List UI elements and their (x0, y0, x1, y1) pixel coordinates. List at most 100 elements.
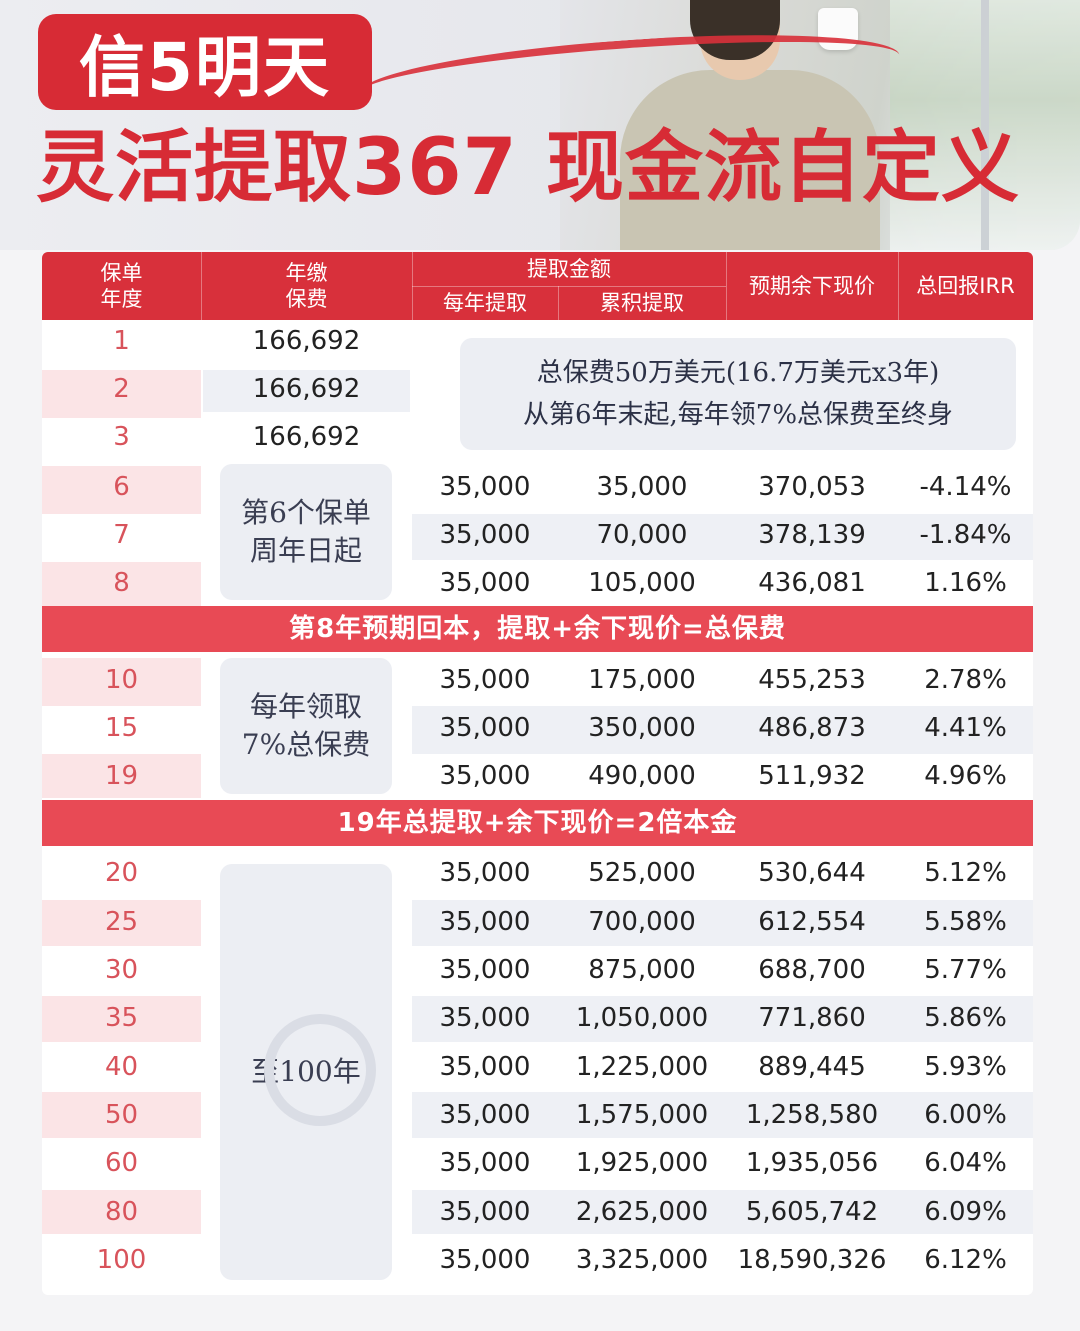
section2-label-text: 每年领取7%总保费 (241, 690, 371, 761)
table-row-cumulative: 1,925,000 (575, 1148, 709, 1178)
header-annual-premium-line1: 年缴 (285, 261, 328, 285)
table-row-value: 889,445 (758, 1052, 866, 1082)
table-row-year: 1 (113, 326, 130, 356)
window-background (890, 0, 1080, 250)
table-row-cumulative: 3,325,000 (575, 1245, 709, 1275)
table-row-value: 511,932 (758, 761, 866, 791)
header-expected-cash-value: 预期余下现价 (749, 274, 875, 298)
table-row-irr: -1.84% (919, 520, 1012, 550)
table-row-cumulative: 490,000 (588, 761, 696, 791)
table-row-annual: 35,000 (439, 472, 531, 502)
header-annual-premium: 年缴 保费 (201, 260, 412, 312)
table-row-value: 530,644 (758, 858, 866, 888)
table-row-year: 60 (104, 1148, 139, 1178)
table-row-irr: 5.93% (924, 1052, 1007, 1082)
table-row-cumulative: 175,000 (588, 665, 696, 695)
table-row-annual: 35,000 (439, 1100, 531, 1130)
table-row-cumulative: 350,000 (588, 713, 696, 743)
table-row-annual: 35,000 (439, 907, 531, 937)
section1-label: 第6个保单周年日起 (220, 464, 392, 600)
table-row-annual: 35,000 (439, 761, 531, 791)
table-row-cumulative: 70,000 (596, 520, 688, 550)
section1-label-text: 第6个保单周年日起 (241, 496, 371, 567)
table-row-irr: 4.96% (924, 761, 1007, 791)
table-row-year: 80 (104, 1197, 139, 1227)
table-row-cumulative: 1,225,000 (575, 1052, 709, 1082)
header-total-irr: 总回报IRR (916, 274, 1015, 298)
brand-badge: 信5明天 (38, 14, 372, 110)
table-row-irr: -4.14% (919, 472, 1012, 502)
table-row-cumulative: 2,625,000 (575, 1197, 709, 1227)
header-policy-year-line2: 年度 (100, 287, 143, 311)
table-row-cumulative: 1,575,000 (575, 1100, 709, 1130)
table-row-value: 370,053 (758, 472, 866, 502)
table-row-premium: 166,692 (252, 374, 361, 404)
table-header: 保单 年度 年缴 保费 提取金额 每年提取 累积提取 预期余下现价 总回报IRR (42, 252, 1033, 320)
table-row-year: 6 (113, 472, 130, 502)
table-row-year: 35 (104, 1003, 139, 1033)
table-row-irr: 2.78% (924, 665, 1007, 695)
table-row-year: 3 (113, 422, 130, 452)
table-row-year: 40 (104, 1052, 139, 1082)
table-row-year: 2 (113, 374, 130, 404)
premium-note-line1: 总保费50万美元(16.7万美元x3年) (536, 358, 940, 388)
table-row-irr: 5.12% (924, 858, 1007, 888)
table-row-value: 455,253 (758, 665, 866, 695)
table-row-value: 18,590,326 (737, 1245, 887, 1275)
table-row-annual: 35,000 (439, 1148, 531, 1178)
brand-title: 信5明天 (79, 29, 331, 106)
table-row-annual: 35,000 (439, 1052, 531, 1082)
table-row-value: 1,258,580 (745, 1100, 879, 1130)
header-annual-withdrawal: 每年提取 (443, 291, 527, 315)
table-row-cumulative: 525,000 (588, 858, 696, 888)
table-row-cumulative: 105,000 (588, 568, 696, 598)
table-row-value: 5,605,742 (745, 1197, 879, 1227)
table-row-premium: 166,692 (252, 326, 361, 356)
table-row-annual: 35,000 (439, 1197, 531, 1227)
headline: 灵活提取367 现金流自定义 (36, 123, 1020, 213)
table-row-year: 15 (104, 713, 139, 743)
table-row-premium: 166,692 (252, 422, 361, 452)
table-row-annual: 35,000 (439, 955, 531, 985)
premium-note-line2: 从第6年末起,每年领7%总保费至终身 (522, 400, 954, 430)
person-hair (690, 0, 780, 60)
table-row-value: 486,873 (758, 713, 866, 743)
premium-note-card: 总保费50万美元(16.7万美元x3年) 从第6年末起,每年领7%总保费至终身 (460, 338, 1016, 450)
table-row-irr: 4.41% (924, 713, 1007, 743)
header-annual-premium-line2: 保费 (285, 287, 328, 311)
person-illustration (620, 70, 880, 250)
table-row-irr: 6.12% (924, 1245, 1007, 1275)
table-row-value: 771,860 (758, 1003, 866, 1033)
table-row-annual: 35,000 (439, 713, 531, 743)
table-row-annual: 35,000 (439, 1245, 531, 1275)
header-cumulative-withdrawal: 累积提取 (600, 291, 684, 315)
table-row-irr: 6.04% (924, 1148, 1007, 1178)
table-row-year: 50 (104, 1100, 139, 1130)
table-row-value: 378,139 (758, 520, 866, 550)
table-row-annual: 35,000 (439, 520, 531, 550)
benefit-table: 保单 年度 年缴 保费 提取金额 每年提取 累积提取 预期余下现价 总回报IRR… (42, 252, 1033, 1295)
table-row-irr: 6.09% (924, 1197, 1007, 1227)
table-row-year: 7 (113, 520, 130, 550)
table-row-value: 436,081 (758, 568, 866, 598)
coffee-mug-icon (818, 8, 858, 50)
double-principal-banner: 19年总提取+余下现价=2倍本金 (42, 800, 1033, 846)
breakeven-banner: 第8年预期回本，提取+余下现价=总保费 (42, 606, 1033, 652)
hero-banner: 信5明天 灵活提取367 现金流自定义 (0, 0, 1080, 250)
table-row-cumulative: 875,000 (588, 955, 696, 985)
table-row-cumulative: 700,000 (588, 907, 696, 937)
table-row-year: 10 (104, 665, 139, 695)
table-row-value: 612,554 (758, 907, 866, 937)
table-row-year: 100 (96, 1245, 147, 1275)
table-row-irr: 6.00% (924, 1100, 1007, 1130)
table-row-cumulative: 35,000 (596, 472, 688, 502)
table-row-annual: 35,000 (439, 568, 531, 598)
table-row-year: 30 (104, 955, 139, 985)
table-row-annual: 35,000 (439, 858, 531, 888)
table-row-irr: 1.16% (924, 568, 1007, 598)
header-policy-year-line1: 保单 (100, 261, 143, 285)
header-policy-year: 保单 年度 (42, 260, 201, 312)
header-withdrawal-group: 提取金额 (527, 257, 611, 281)
table-row-irr: 5.77% (924, 955, 1007, 985)
table-row-year: 19 (104, 761, 139, 791)
